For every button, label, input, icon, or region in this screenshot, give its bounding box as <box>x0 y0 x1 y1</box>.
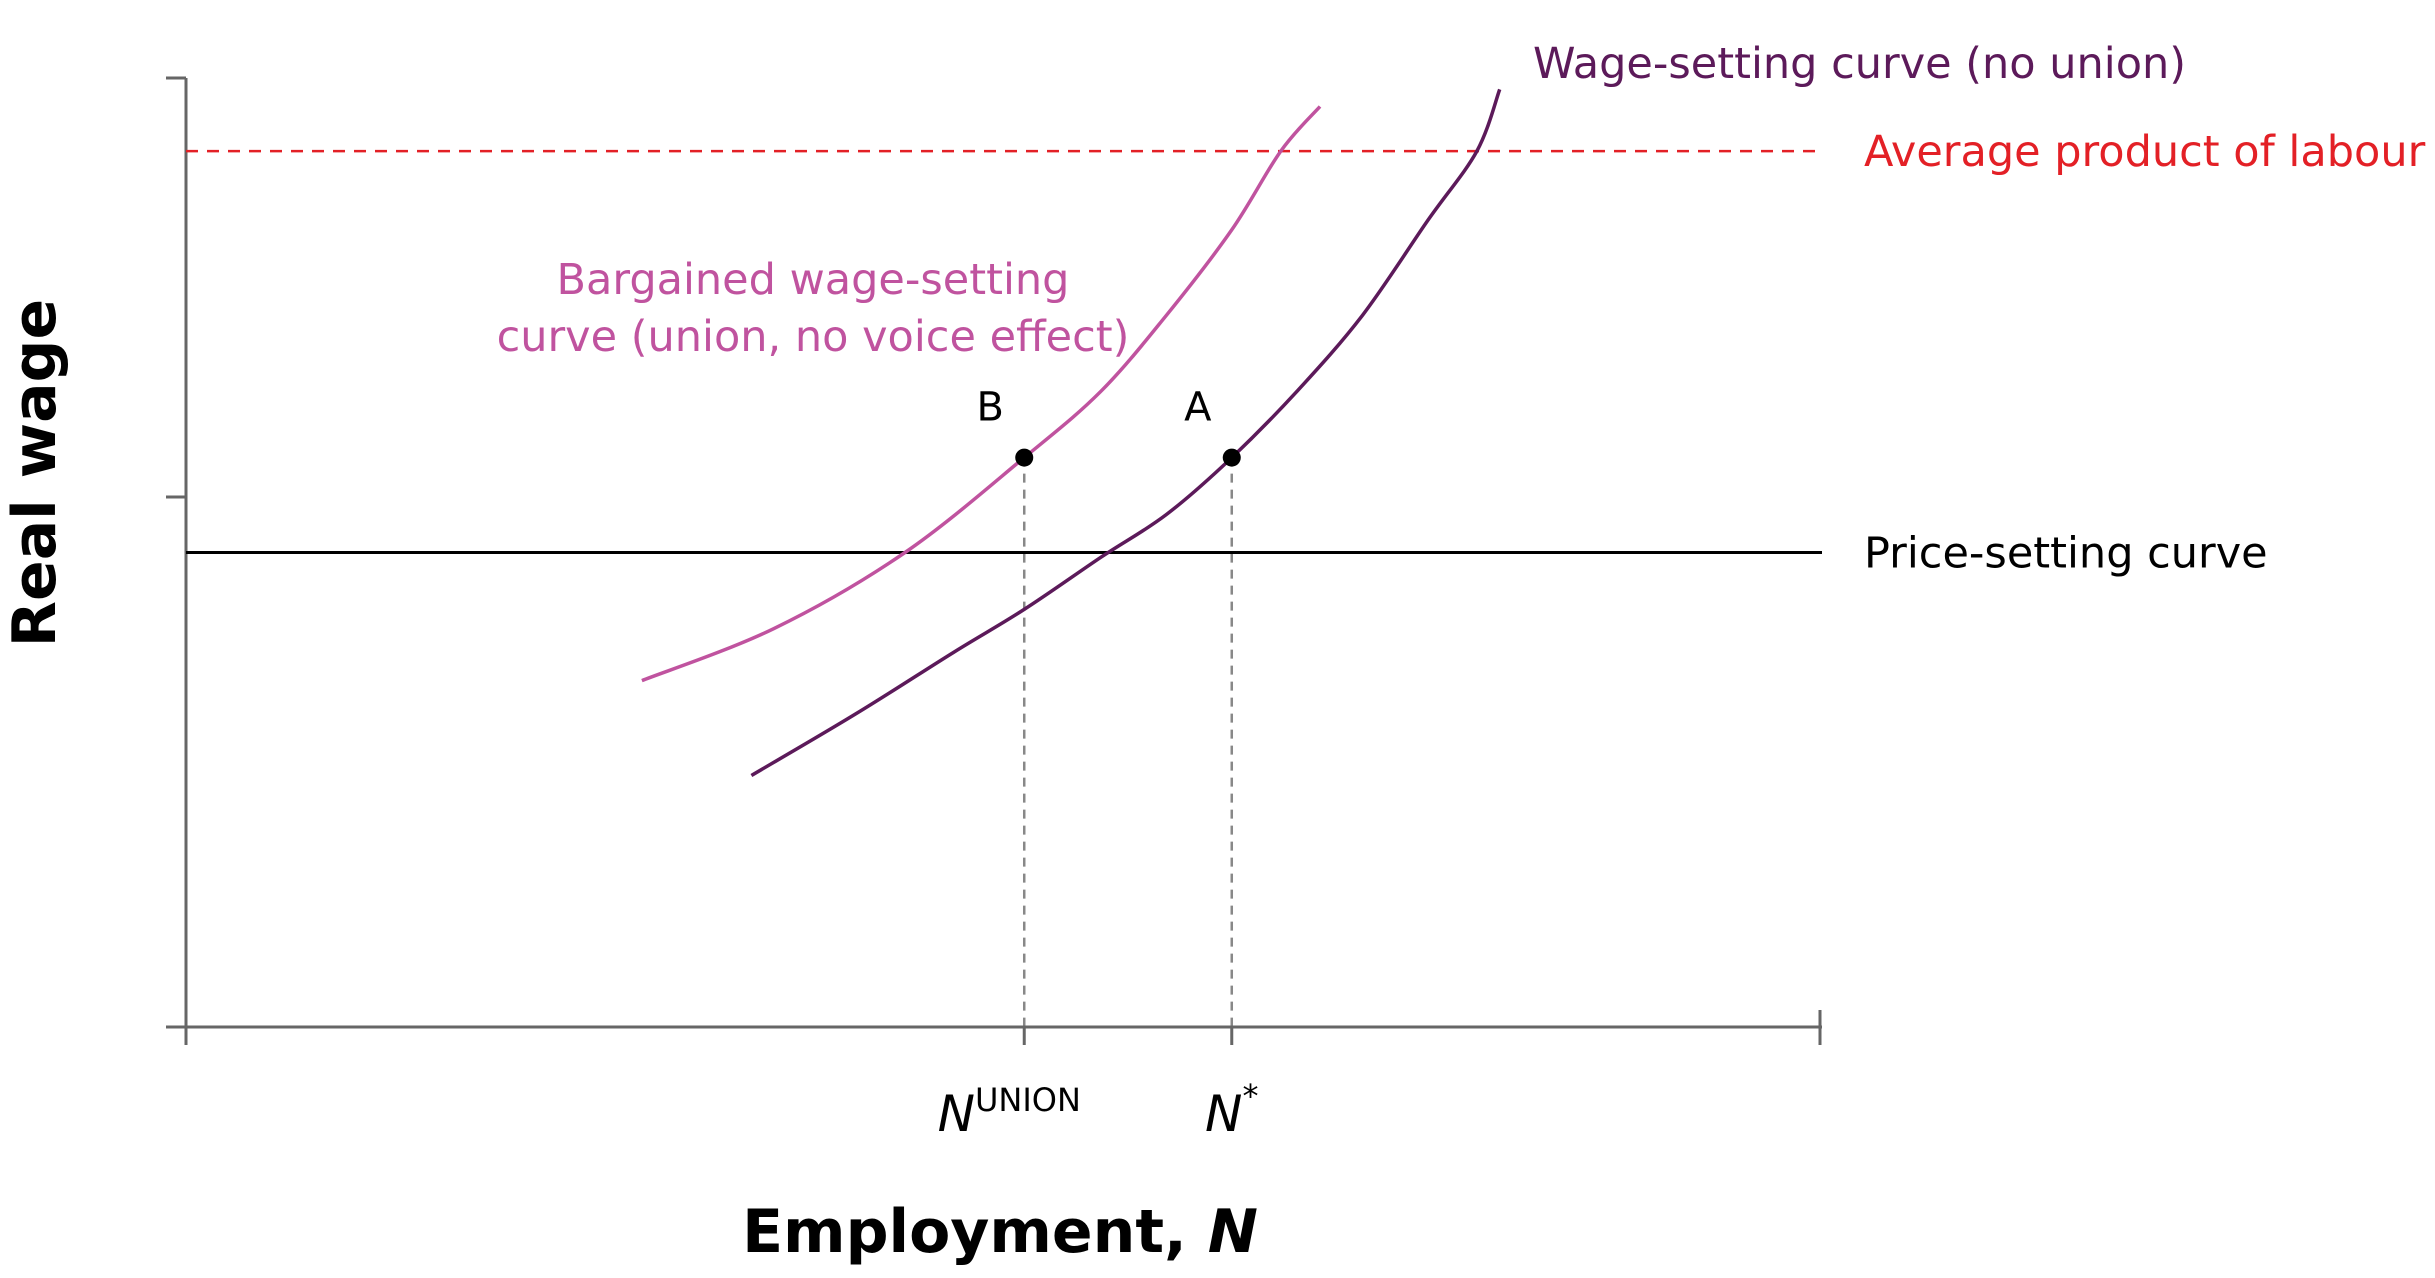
axes <box>166 76 1822 1045</box>
x-tick-label-base: N <box>1205 1085 1242 1143</box>
x-tick-label-base: N <box>938 1085 975 1143</box>
curves-layer <box>641 88 1502 778</box>
x-axis-title: Employment, N <box>742 1197 1258 1267</box>
guide-layer <box>1022 457 1234 1027</box>
x-tick-label-n-star: N* <box>1205 1077 1258 1143</box>
x-axis-title-variable: N <box>1208 1197 1258 1267</box>
wage-setting-curve-no-union-label: Wage-setting curve (no union) <box>1533 39 2186 89</box>
wage-setting-curve-no-union <box>750 88 1502 778</box>
lines-layer <box>186 149 1822 554</box>
bargained-wage-setting-curve-label: Bargained wage-setting curve (union, no v… <box>497 255 1130 362</box>
point-b <box>1015 448 1034 467</box>
bargained-wage-setting-curve-label-line: curve (union, no voice effect) <box>497 312 1130 362</box>
x-tick-label-union: NUNION <box>938 1081 1081 1143</box>
labels-layer: Average product of labour Price-setting c… <box>497 39 2426 1143</box>
points-layer <box>1015 448 1241 467</box>
price-setting-curve-label: Price-setting curve <box>1864 529 2268 579</box>
point-a <box>1222 448 1241 467</box>
x-axis-title-text: Employment, <box>742 1197 1208 1267</box>
average-product-of-labour-label: Average product of labour <box>1864 127 2426 177</box>
bargained-wage-setting-curve <box>641 105 1322 683</box>
y-axis-title: Real wage <box>0 299 70 647</box>
x-tick-label-sup: UNION <box>975 1081 1081 1119</box>
bargained-wage-setting-curve-label-line: Bargained wage-setting <box>557 255 1070 305</box>
point-b-label: B <box>977 385 1004 431</box>
x-tick-label-sup: * <box>1242 1077 1258 1115</box>
point-a-label: A <box>1184 385 1212 431</box>
